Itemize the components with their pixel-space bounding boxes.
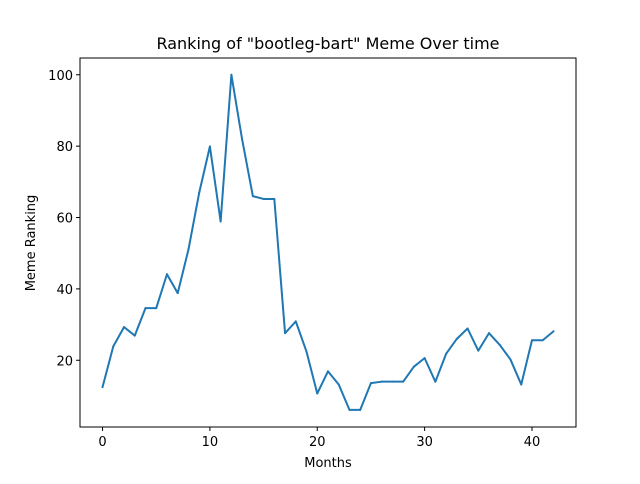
data-point bbox=[155, 307, 158, 310]
data-point bbox=[251, 195, 254, 198]
data-point bbox=[455, 337, 458, 340]
y-tick-label: 60 bbox=[56, 212, 73, 227]
data-point bbox=[541, 339, 544, 342]
data-point bbox=[348, 408, 351, 411]
y-tick-label: 80 bbox=[56, 140, 73, 155]
x-tick-label: 0 bbox=[98, 435, 106, 450]
data-point bbox=[434, 380, 437, 383]
data-point bbox=[305, 350, 308, 353]
data-point bbox=[262, 197, 265, 200]
data-point bbox=[530, 339, 533, 342]
data-point bbox=[488, 332, 491, 335]
plot-frame bbox=[79, 57, 577, 428]
x-axis-label: Months bbox=[304, 456, 352, 471]
data-point bbox=[337, 383, 340, 386]
data-point bbox=[316, 392, 319, 395]
y-tick-label: 40 bbox=[56, 283, 73, 298]
data-point bbox=[294, 320, 297, 323]
data-point bbox=[509, 358, 512, 361]
data-point bbox=[208, 145, 211, 148]
y-tick-label: 100 bbox=[48, 69, 73, 84]
data-point bbox=[498, 343, 501, 346]
x-tick-label: 20 bbox=[309, 435, 326, 450]
data-point bbox=[165, 273, 168, 276]
data-point bbox=[412, 365, 415, 368]
series-group bbox=[101, 73, 555, 411]
data-point bbox=[327, 370, 329, 373]
data-point bbox=[176, 292, 179, 295]
data-point bbox=[241, 138, 244, 141]
data-point bbox=[552, 330, 555, 333]
data-point bbox=[144, 307, 147, 310]
data-point bbox=[187, 248, 190, 251]
data-point bbox=[284, 332, 287, 335]
data-point bbox=[123, 326, 126, 329]
data-point bbox=[391, 380, 394, 383]
data-point bbox=[520, 383, 523, 386]
data-point bbox=[219, 220, 222, 223]
data-point bbox=[112, 345, 115, 348]
x-tick-label: 30 bbox=[416, 435, 433, 450]
x-tick-label: 10 bbox=[202, 435, 219, 450]
data-point bbox=[380, 380, 383, 383]
data-point bbox=[445, 352, 448, 355]
data-point bbox=[198, 191, 201, 194]
data-point bbox=[369, 382, 372, 385]
y-tick-label: 20 bbox=[56, 354, 73, 369]
y-axis-label: Meme Ranking bbox=[24, 195, 39, 292]
series-line bbox=[101, 73, 555, 411]
chart-title: Ranking of "bootleg-bart" Meme Over time bbox=[156, 34, 499, 53]
data-point bbox=[423, 357, 426, 360]
data-point bbox=[273, 197, 276, 200]
data-point bbox=[230, 73, 233, 76]
data-point bbox=[359, 408, 362, 411]
axis-ticks: 0 10 20 30 40 20 40 60 80 100 bbox=[48, 69, 540, 450]
data-point bbox=[133, 334, 136, 337]
data-point bbox=[477, 349, 480, 352]
data-point bbox=[466, 327, 469, 330]
x-tick-label: 40 bbox=[524, 435, 541, 450]
data-point bbox=[101, 386, 104, 389]
data-point bbox=[402, 380, 405, 383]
